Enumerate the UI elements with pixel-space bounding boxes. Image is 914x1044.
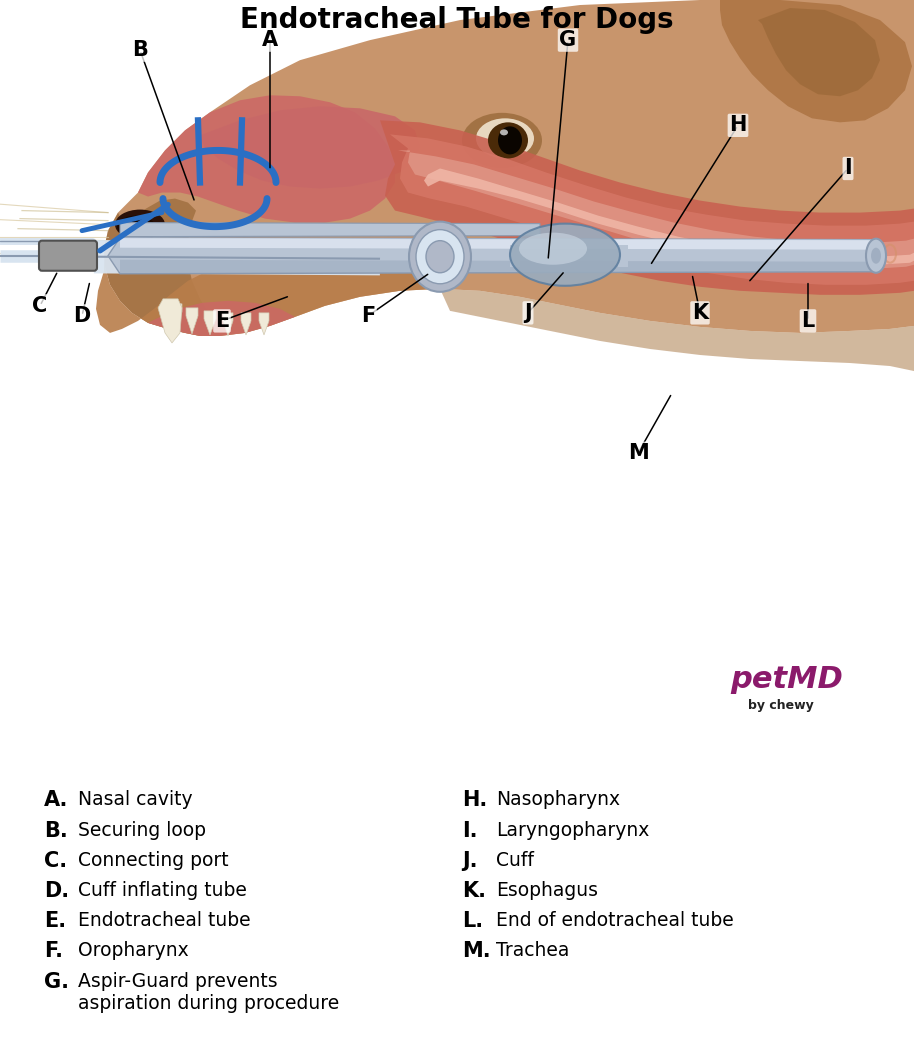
Ellipse shape	[409, 221, 471, 292]
Text: Laryngopharynx: Laryngopharynx	[496, 821, 649, 839]
Polygon shape	[758, 8, 880, 96]
Text: K: K	[692, 303, 708, 323]
Ellipse shape	[510, 223, 620, 286]
Ellipse shape	[144, 229, 152, 233]
Polygon shape	[120, 222, 540, 237]
Text: A: A	[262, 30, 278, 50]
Text: F: F	[361, 306, 375, 326]
Text: G.: G.	[44, 972, 69, 992]
Polygon shape	[424, 168, 914, 265]
Polygon shape	[158, 299, 182, 342]
Polygon shape	[104, 198, 220, 336]
Polygon shape	[720, 0, 912, 122]
Text: M: M	[628, 444, 648, 464]
Text: J.: J.	[462, 851, 477, 871]
FancyBboxPatch shape	[39, 241, 97, 270]
Text: E: E	[215, 311, 229, 331]
Text: petMD: petMD	[730, 665, 843, 694]
Text: Trachea: Trachea	[496, 942, 569, 960]
Ellipse shape	[500, 129, 508, 136]
Ellipse shape	[476, 118, 534, 159]
Text: K.: K.	[462, 881, 486, 901]
Polygon shape	[241, 313, 251, 335]
Text: L.: L.	[462, 911, 484, 931]
Text: by chewy: by chewy	[748, 699, 813, 712]
Polygon shape	[168, 304, 182, 334]
Polygon shape	[398, 150, 914, 268]
Text: M.: M.	[462, 942, 491, 962]
Text: D: D	[73, 306, 90, 326]
Ellipse shape	[123, 228, 133, 234]
Text: Endotracheal Tube for Dogs: Endotracheal Tube for Dogs	[240, 6, 674, 34]
Polygon shape	[259, 313, 269, 335]
Text: Connecting port: Connecting port	[78, 851, 228, 870]
Text: C: C	[32, 295, 48, 316]
Ellipse shape	[498, 126, 522, 155]
Polygon shape	[96, 246, 440, 336]
Text: G: G	[559, 30, 577, 50]
Polygon shape	[390, 135, 914, 285]
Polygon shape	[380, 120, 914, 294]
Polygon shape	[200, 106, 420, 189]
Text: Oropharynx: Oropharynx	[78, 942, 189, 960]
Text: Endotracheal tube: Endotracheal tube	[78, 911, 250, 930]
Polygon shape	[510, 244, 520, 266]
Polygon shape	[104, 0, 914, 336]
Polygon shape	[148, 301, 295, 336]
Polygon shape	[108, 238, 880, 274]
Text: L: L	[802, 311, 814, 331]
Text: Aspir-Guard prevents
aspiration during procedure: Aspir-Guard prevents aspiration during p…	[78, 972, 339, 1013]
Text: A.: A.	[44, 790, 69, 810]
Text: Nasal cavity: Nasal cavity	[78, 790, 193, 809]
Text: H.: H.	[462, 790, 487, 810]
Ellipse shape	[866, 239, 886, 272]
Text: Securing loop: Securing loop	[78, 821, 206, 839]
Ellipse shape	[416, 230, 464, 284]
Text: End of endotracheal tube: End of endotracheal tube	[496, 911, 734, 930]
Polygon shape	[186, 308, 198, 334]
Polygon shape	[138, 95, 395, 222]
Text: F.: F.	[44, 942, 63, 962]
Text: Cuff inflating tube: Cuff inflating tube	[78, 881, 247, 900]
Ellipse shape	[871, 247, 881, 264]
Ellipse shape	[488, 122, 528, 159]
Text: I.: I.	[462, 821, 477, 840]
Polygon shape	[440, 289, 914, 371]
Polygon shape	[223, 313, 233, 336]
Text: C.: C.	[44, 851, 67, 871]
Polygon shape	[204, 311, 216, 335]
Text: I: I	[845, 159, 852, 179]
Ellipse shape	[117, 216, 155, 238]
Polygon shape	[120, 238, 880, 250]
Ellipse shape	[115, 210, 165, 240]
Text: H: H	[729, 115, 747, 136]
Text: E.: E.	[44, 911, 66, 931]
Text: D.: D.	[44, 881, 69, 901]
Polygon shape	[618, 244, 628, 266]
Text: Nasopharynx: Nasopharynx	[496, 790, 620, 809]
Text: J: J	[525, 303, 532, 323]
Ellipse shape	[462, 113, 542, 168]
Text: B: B	[132, 40, 148, 61]
Text: B.: B.	[44, 821, 68, 840]
Polygon shape	[120, 260, 880, 274]
Text: Cuff: Cuff	[496, 851, 534, 870]
Text: Esophagus: Esophagus	[496, 881, 598, 900]
Ellipse shape	[519, 233, 587, 265]
Ellipse shape	[426, 241, 454, 272]
